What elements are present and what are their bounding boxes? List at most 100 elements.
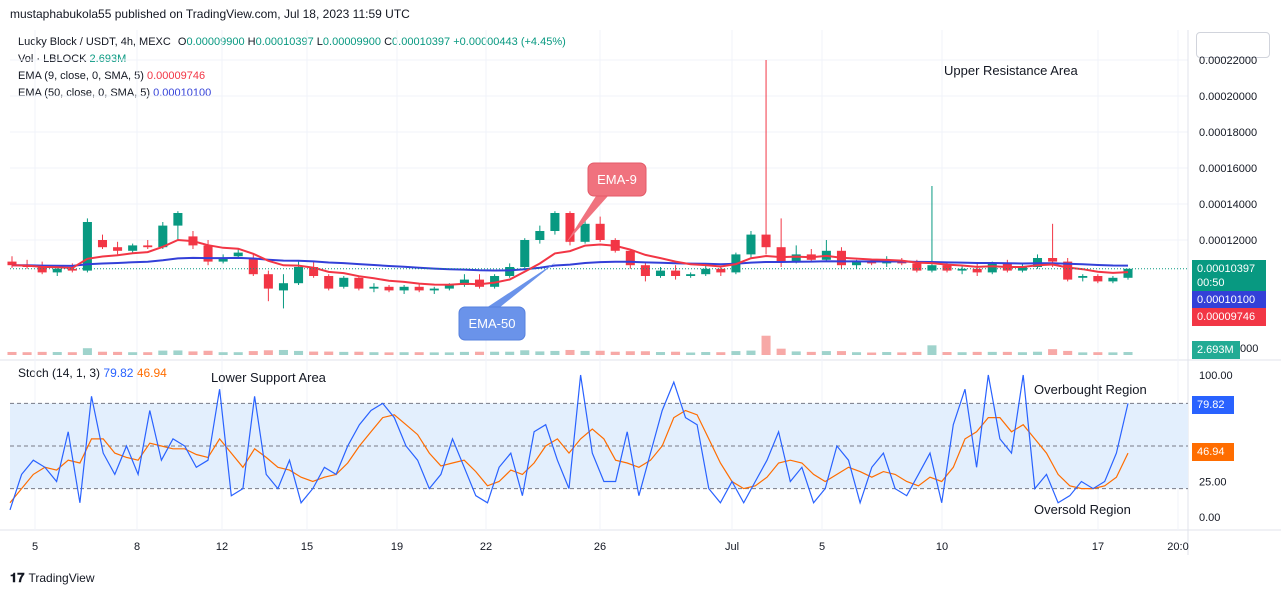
candle-body xyxy=(761,234,771,248)
candle-body xyxy=(173,213,183,226)
volume-bar xyxy=(640,351,650,355)
candle-body xyxy=(625,250,635,266)
volume-bar xyxy=(791,351,801,355)
candle-body xyxy=(701,268,711,275)
candle-body xyxy=(776,247,786,262)
volume-bar xyxy=(52,352,62,355)
volume-bar xyxy=(37,351,47,355)
high-label: H xyxy=(247,36,256,48)
candle-body xyxy=(595,223,605,240)
time-tick-label: 5 xyxy=(32,541,38,553)
volume-bar xyxy=(957,352,967,355)
volume-bar xyxy=(294,350,304,355)
candle-body xyxy=(369,286,379,289)
candle-body xyxy=(852,261,862,266)
ema9-legend: EMA (9, close, 0, SMA, 5) 0.00009746 xyxy=(18,70,205,82)
volume-bar xyxy=(339,351,349,355)
candle-body xyxy=(67,268,77,271)
volume-bar xyxy=(625,351,635,355)
volume-bar xyxy=(836,351,846,355)
volume-bar xyxy=(22,352,32,355)
volume-bar xyxy=(324,351,334,355)
stoch-k-value: 79.82 xyxy=(103,366,134,380)
volume-bar xyxy=(610,351,620,355)
stoch-tick-label: 0.00 xyxy=(1199,512,1220,524)
volume-bar xyxy=(128,352,138,355)
candle-body xyxy=(52,268,62,273)
volume-bar xyxy=(429,352,439,355)
volume-bar xyxy=(686,352,696,355)
candle-body xyxy=(927,265,937,271)
volume-bar xyxy=(852,352,862,355)
volume-bar xyxy=(671,351,681,355)
volume-bar xyxy=(188,351,198,355)
candle-body xyxy=(1108,277,1118,282)
volume-bar xyxy=(248,351,258,355)
time-tick-label: 8 xyxy=(134,541,140,553)
volume-bar xyxy=(655,352,666,355)
ema50-line xyxy=(11,256,1129,272)
volume-bar xyxy=(761,335,771,355)
volume-bar xyxy=(158,350,168,355)
volume-bar xyxy=(1017,352,1027,355)
time-tick-label: 10 xyxy=(936,541,948,553)
candle-body xyxy=(82,222,92,271)
ema50-callout-label: EMA-50 xyxy=(468,316,516,331)
publish-info: mustaphabukola55 published on TradingVie… xyxy=(10,7,410,21)
ema9-label: EMA (9, close, 0, SMA, 5) xyxy=(18,70,144,82)
candle-body xyxy=(233,252,243,257)
candle-body xyxy=(294,267,304,284)
price-tick-label: 0.00014000 xyxy=(1199,199,1257,211)
volume-bar xyxy=(595,350,605,355)
volume-bar xyxy=(731,351,741,355)
stoch-tick-label: 25.00 xyxy=(1199,477,1227,489)
volume-bar xyxy=(1002,351,1012,355)
footer-brand[interactable]: 𝟏𝟕 TradingView xyxy=(10,570,95,586)
volume-bar xyxy=(414,352,424,355)
volume-bar xyxy=(399,352,409,355)
candle-body xyxy=(957,268,967,271)
volume-bar xyxy=(459,351,469,355)
ema50-callout-box xyxy=(458,306,526,341)
candle-body xyxy=(550,213,560,231)
oversold-label: Oversold Region xyxy=(1034,502,1131,517)
ema9-price-badge: 0.00009746 xyxy=(1192,308,1266,326)
candle-body xyxy=(640,265,650,276)
volume-bar xyxy=(1108,352,1118,355)
volume-badge: 2.693M xyxy=(1192,341,1240,359)
ema9-line xyxy=(11,238,1129,286)
high-value: 0.00010397 xyxy=(255,36,314,48)
candle-body xyxy=(203,245,213,262)
candle-body xyxy=(158,225,168,248)
stoch-k-badge: 79.82 xyxy=(1192,396,1234,414)
stoch-d-line xyxy=(9,409,1129,504)
time-tick-label: 19 xyxy=(391,541,403,553)
time-tick-label: Jul xyxy=(725,541,739,553)
last-price-value: 0.00010397 xyxy=(1197,263,1256,275)
volume-bar xyxy=(263,350,273,355)
ema9-callout-box xyxy=(587,162,647,197)
volume-bar xyxy=(927,345,937,355)
volume-bar xyxy=(821,351,831,355)
candle-body xyxy=(1017,267,1027,271)
volume-bar xyxy=(520,350,530,355)
stoch-tick-label: 100.00 xyxy=(1199,370,1233,382)
candle-body xyxy=(309,267,319,276)
volume-bar xyxy=(354,351,364,355)
volume-bar xyxy=(384,352,394,355)
volume-bar xyxy=(1093,352,1103,355)
candle-body xyxy=(1063,261,1073,280)
volume-bar xyxy=(490,351,500,355)
low-value: 0.00009900 xyxy=(322,36,382,48)
volume-bar xyxy=(203,350,213,355)
volume-bar xyxy=(565,349,575,355)
ema9-value: 0.00009746 xyxy=(147,70,206,82)
candle-body xyxy=(339,277,349,287)
candle-body xyxy=(972,268,982,273)
volume-bar xyxy=(444,352,454,355)
low-label: L xyxy=(316,36,323,48)
price-tick-label: 0.00018000 xyxy=(1199,127,1257,139)
candle-body xyxy=(535,231,545,240)
scale-toggle-button[interactable] xyxy=(1196,32,1270,58)
